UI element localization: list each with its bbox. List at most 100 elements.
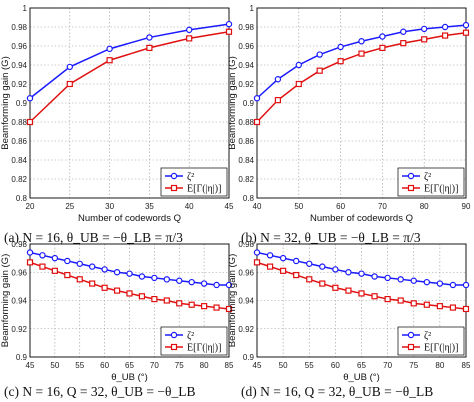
data-point-square [39,263,46,270]
data-point-circle [358,270,365,277]
data-point-circle [225,20,233,28]
data-point-circle [316,51,323,58]
x-tick-label: 50 [50,361,59,370]
y-tick-label: 0.98 [238,23,254,32]
x-axis-label: θ_UB (°) [343,372,380,383]
y-axis-label: Beamforming gain (G) [227,254,238,347]
y-tick-label: 0.96 [238,268,254,277]
data-point-square [337,58,344,65]
data-point-circle [106,45,113,53]
data-point-circle [163,276,171,283]
y-tick-label: 0.86 [11,137,27,146]
y-tick-label: 0.94 [11,297,27,306]
data-point-square [462,29,470,36]
x-tick-label: 30 [105,202,114,211]
plot-frame [29,7,230,199]
y-tick-label: 0.96 [11,42,27,51]
legend-marker [407,172,415,180]
data-point-square [423,301,430,308]
data-point-circle [88,263,96,270]
legend-marker [407,331,415,339]
data-point-square [188,301,195,308]
x-tick-label: 50 [294,202,303,211]
data-point-square [345,287,352,294]
data-point-circle [225,281,233,289]
y-tick-label: 0.9 [16,353,28,362]
x-tick-label: 70 [378,202,387,211]
legend-entry: E[Γ(|η|)] [424,343,458,354]
legend-box [397,167,465,197]
data-point-circle [253,249,261,256]
data-point-square [201,303,208,310]
y-axis-label: Beamforming gain (G) [227,56,238,149]
y-tick-label: 0.94 [238,297,254,306]
series-line-2 [29,31,230,123]
y-tick-label: 0.94 [11,61,27,70]
y-tick-label: 0.86 [238,137,254,146]
data-point-circle [188,278,195,286]
y-tick-label: 0.98 [11,240,27,249]
data-point-circle [423,278,431,286]
x-tick-label: 45 [26,361,35,370]
series-line-2 [256,31,467,123]
x-axis-label: Number of codewords Q [78,213,181,224]
data-point-circle [332,266,339,273]
data-point-circle [213,281,220,289]
y-tick-label: 0.9 [243,99,255,108]
data-point-circle [66,63,74,71]
legend-marker [407,343,415,351]
data-point-circle [337,43,344,51]
data-point-circle [306,260,313,267]
legend-marker [407,184,415,192]
data-point-circle [185,26,193,34]
legend-marker [170,172,178,180]
data-point-circle [253,95,261,102]
data-point-square [379,44,386,52]
data-point-circle [26,95,34,102]
data-point-square [436,303,443,310]
legend-entry: ζ² [187,172,194,183]
y-tick-label: 0.92 [238,325,254,334]
data-point-circle [462,281,470,289]
y-tick-label: 0.84 [238,156,254,165]
data-point-square [421,36,428,43]
data-point-square [358,50,365,57]
x-tick-label: 55 [75,361,84,370]
data-point-square [213,304,220,311]
data-point-circle [39,252,46,259]
data-point-circle [384,274,391,282]
legend-entry: E[Γ(|η|)] [187,343,221,354]
figure-caption: (c) N = 16, Q = 32, θ_UB = −θ_LB [4,384,196,399]
x-tick-label: 65 [357,361,366,370]
data-point-circle [64,257,71,265]
x-tick-label: 80 [420,202,429,211]
legend-entry: ζ² [424,172,431,183]
plot-frame [256,243,467,358]
x-tick-label: 75 [409,361,418,370]
legend-entry: ζ² [424,331,431,342]
data-point-circle [274,76,282,83]
data-point-circle [397,276,404,283]
data-point-square [274,97,281,104]
x-tick-label: 70 [383,361,392,370]
x-tick-label: 85 [225,361,234,370]
data-point-square [319,280,326,287]
figure-caption: (b) N = 32, θ_UB = −θ_LB = π/3 [241,230,421,245]
y-tick-label: 1 [250,4,255,13]
data-point-circle [436,280,444,287]
data-point-square [316,67,323,74]
x-axis-label: Number of codewords Q [310,213,413,224]
data-point-circle [26,249,34,256]
chart-panel-1: 20 25 30 35 40 45 0.8 0.82 0.84 0.86 0.88 0.9 0.92 0.… [0,4,234,245]
data-point-square [410,300,417,307]
chart-panel-2: 40 50 60 70 80 90 0.8 0.82 0.84 0.86 0.88 0.9 0.92 0.… [227,4,471,245]
legend-box [160,167,228,197]
data-point-square [400,40,407,47]
data-point-square [126,290,133,297]
data-point-circle [292,257,300,265]
data-point-square [146,44,153,52]
data-point-circle [295,61,302,69]
x-tick-label: 75 [175,361,184,370]
data-point-circle [266,252,274,259]
